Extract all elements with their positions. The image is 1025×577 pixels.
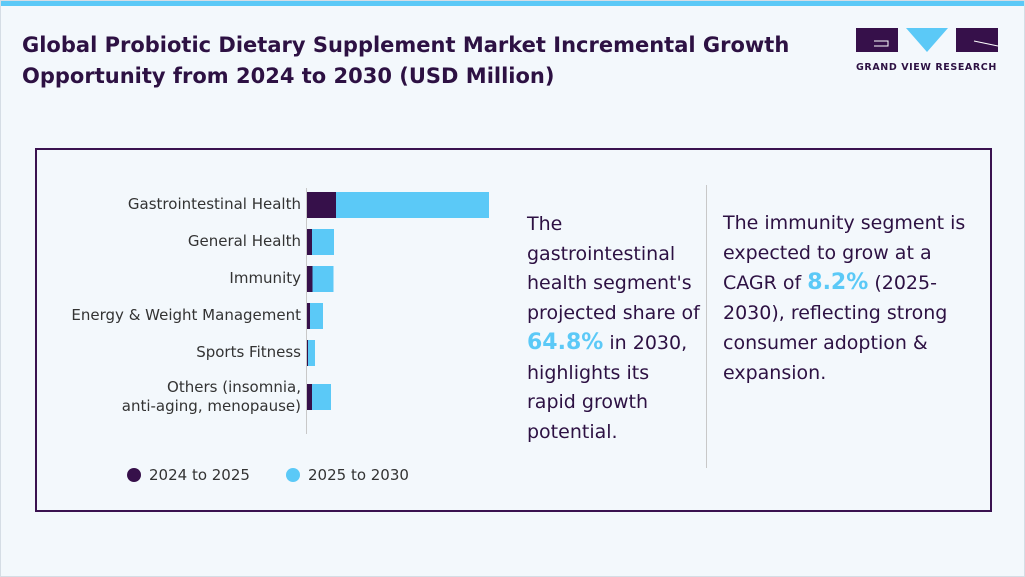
legend-swatch-icon [127, 468, 141, 482]
bar-1 [307, 229, 312, 255]
legend-label: 2024 to 2025 [149, 466, 250, 484]
callout-text: The immunity segment is expected to grow… [723, 212, 966, 294]
bar-1 [307, 384, 312, 410]
category-label: Gastrointestinal Health [127, 195, 301, 213]
category-label: Others (insomnia, anti-aging, menopause) [121, 378, 301, 415]
legend-swatch-icon [286, 468, 300, 482]
callout-text: The gastrointestinal health segment's pr… [527, 213, 700, 324]
category-label: Immunity [229, 269, 301, 287]
bar-2 [308, 340, 315, 366]
logo: GRAND VIEW RESEARCH [856, 28, 999, 73]
bar-2 [336, 192, 489, 218]
callout-text: (2025-2030), reflecting strong consumer … [723, 272, 948, 384]
bar-2 [312, 384, 331, 410]
bar-1 [307, 340, 308, 366]
legend-item-2: 2025 to 2030 [286, 466, 409, 484]
bar-2 [312, 266, 334, 292]
callout-value: 64.8% [527, 330, 604, 355]
logo-text: GRAND VIEW RESEARCH [856, 62, 997, 73]
legend-item-1: 2024 to 2025 [127, 466, 250, 484]
page-title: Global Probiotic Dietary Supplement Mark… [22, 33, 790, 88]
bar-1 [307, 303, 310, 329]
gvr-logo-icon [856, 28, 999, 52]
callout-value: 8.2% [807, 270, 869, 295]
top-accent-bar [0, 0, 1025, 6]
content-box [35, 148, 992, 512]
category-label: General Health [187, 232, 301, 250]
bar-2 [312, 229, 334, 255]
category-label: Energy & Weight Management [71, 306, 301, 324]
bar-2 [310, 303, 323, 329]
callout-gastro: The gastrointestinal health segment's pr… [527, 210, 702, 447]
callout-immunity: The immunity segment is expected to grow… [723, 208, 973, 388]
callout-text: in 2030, highlights its rapid growth pot… [527, 332, 688, 443]
category-label: Sports Fitness [196, 343, 301, 361]
legend-label: 2025 to 2030 [308, 466, 409, 484]
bar-1 [307, 192, 336, 218]
bar-1 [307, 266, 313, 292]
divider [706, 185, 707, 468]
y-axis-line [306, 188, 307, 434]
